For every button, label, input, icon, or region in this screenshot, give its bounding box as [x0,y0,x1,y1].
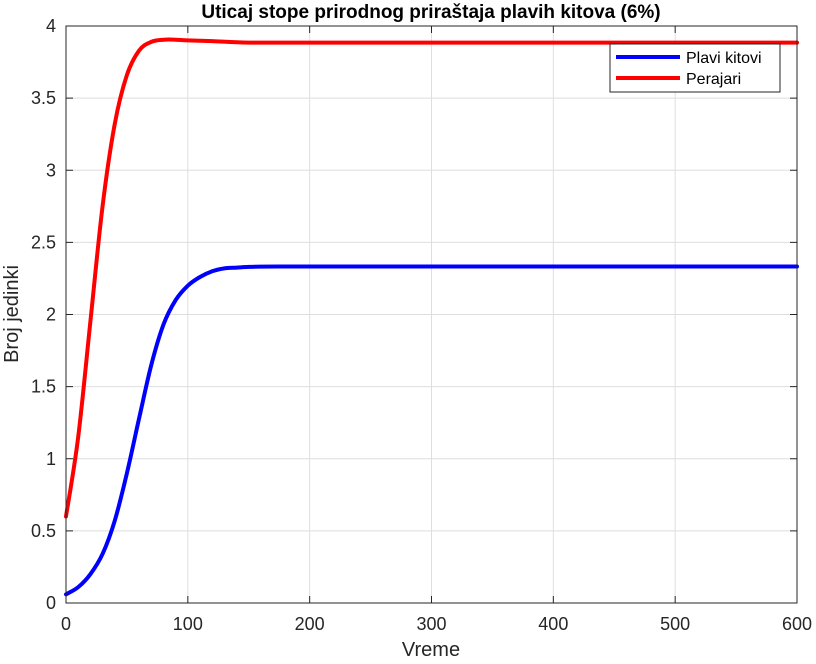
series-line-plavi-kitovi [64,264,799,597]
ticks: 0 100 200 300 400 500 600 0 0.5 1 1.5 2 2.5 3 3.5 4 [31,16,812,634]
y-tick-label: 3.5 [31,88,56,108]
y-tick-label: 4 [46,16,56,36]
legend-label-perajari: Perajari [686,71,741,88]
legend-label-plavi-kitovi: Plavi kitovi [686,50,762,67]
x-tick-label: 200 [295,614,325,634]
legend-box [609,43,781,93]
y-tick-label: 3 [46,160,56,180]
x-tick-label: 300 [416,614,446,634]
y-tick-label: 2.5 [31,232,56,252]
x-tick-label: 600 [782,614,812,634]
legend: Plavi kitovi Perajari [609,43,781,93]
x-axis-label: Vreme [402,639,460,659]
x-tick-label: 400 [538,614,568,634]
y-tick-label: 1.5 [31,377,56,397]
y-tick-label: 1 [46,449,56,469]
y-tick-label: 0 [46,593,56,613]
x-tick-label: 500 [660,614,690,634]
series-line-perajari [64,37,799,519]
x-tick-label: 100 [173,614,203,634]
x-tick-label: 0 [61,614,71,634]
chart-title: Uticaj stope prirodnog priraštaja plavih… [201,2,660,23]
y-tick-label: 2 [46,305,56,325]
y-tick-label: 0.5 [31,521,56,541]
y-axis-label: Broj jedinki [1,265,23,363]
series-layer [64,37,799,597]
